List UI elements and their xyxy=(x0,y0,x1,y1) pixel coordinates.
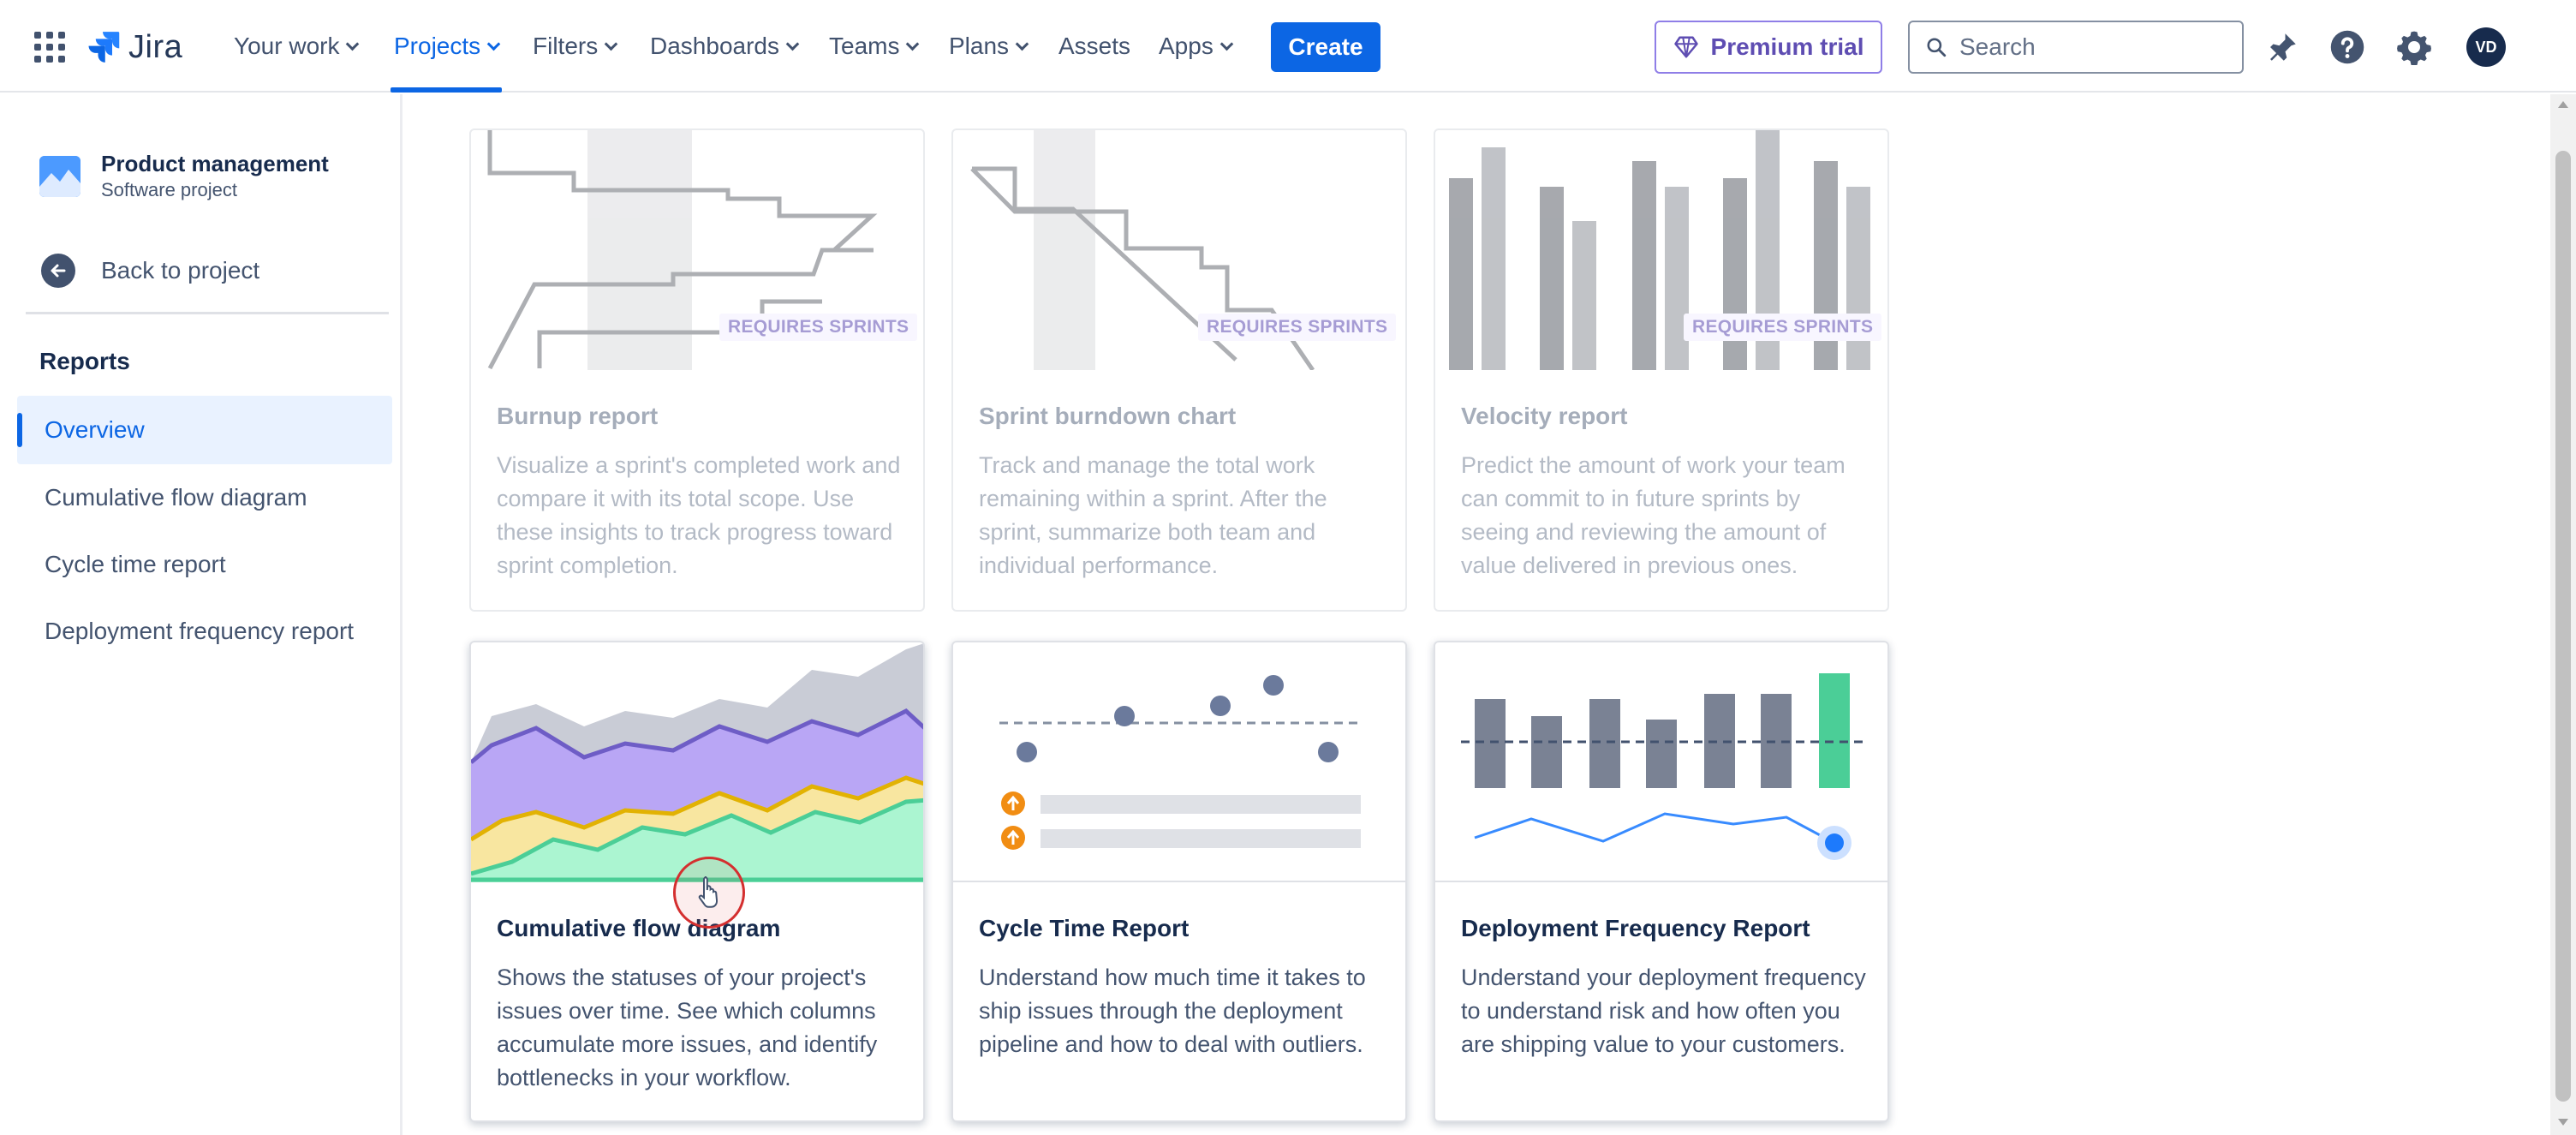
project-header[interactable]: Product management Software project xyxy=(39,151,329,201)
card-description: Visualize a sprint's completed work and … xyxy=(497,452,901,578)
burnup-illustration: REQUIRES SPRINTS xyxy=(471,130,923,370)
card-description: Understand your deployment frequency to … xyxy=(1461,965,1866,1057)
premium-trial-label: Premium trial xyxy=(1710,33,1864,60)
nav-teams-label: Teams xyxy=(829,33,900,59)
settings-gear-icon[interactable] xyxy=(2394,27,2434,67)
nav-projects-label: Projects xyxy=(394,33,481,59)
burndown-illustration: REQUIRES SPRINTS xyxy=(953,130,1405,372)
requires-sprints-badge: REQUIRES SPRINTS xyxy=(1198,314,1397,341)
nav-dashboards[interactable]: Dashboards xyxy=(650,26,800,67)
sidebar-item-cycle-time-report[interactable]: Cycle time report xyxy=(45,551,226,577)
chevron-down-icon xyxy=(1219,37,1234,51)
nav-your-work[interactable]: Your work xyxy=(234,26,360,67)
nav-assets-label: Assets xyxy=(1058,33,1131,59)
card-description: Shows the statuses of your project's iss… xyxy=(497,965,878,1090)
jira-logo-icon xyxy=(88,32,120,63)
card-title: Deployment Frequency Report xyxy=(1461,915,1810,941)
app-name: Jira xyxy=(128,28,183,65)
sidebar-divider xyxy=(26,312,389,314)
sidebar: Product management Software project Back… xyxy=(0,94,402,1135)
search-input[interactable]: Search xyxy=(1908,21,2244,74)
create-button[interactable]: Create xyxy=(1271,22,1380,72)
card-description: Track and manage the total work remainin… xyxy=(979,452,1327,578)
scroll-down-arrow-icon[interactable] xyxy=(2558,1119,2568,1126)
gem-icon xyxy=(1673,36,1698,58)
report-card-deployment-frequency[interactable]: Deployment Frequency Report Understand y… xyxy=(1434,641,1889,1122)
deployment-frequency-illustration xyxy=(1435,642,1887,882)
chevron-down-icon xyxy=(346,37,360,51)
nav-assets[interactable]: Assets xyxy=(1058,26,1130,67)
card-title: Cycle Time Report xyxy=(979,915,1190,941)
nav-dashboards-label: Dashboards xyxy=(650,33,779,59)
report-card-sprint-burndown[interactable]: REQUIRES SPRINTS Sprint burndown chart T… xyxy=(951,128,1407,612)
card-title: Velocity report xyxy=(1461,403,1628,429)
card-description: Understand how much time it takes to shi… xyxy=(979,965,1366,1057)
back-to-project-link[interactable]: Back to project xyxy=(41,254,259,288)
user-avatar[interactable]: VD xyxy=(2466,27,2506,67)
premium-trial-button[interactable]: Premium trial xyxy=(1655,21,1882,74)
requires-sprints-badge: REQUIRES SPRINTS xyxy=(1684,314,1882,341)
chevron-down-icon xyxy=(785,37,800,51)
report-card-cycle-time[interactable]: Cycle Time Report Understand how much ti… xyxy=(951,641,1407,1122)
card-title: Burnup report xyxy=(497,403,659,429)
app-switcher-icon[interactable] xyxy=(34,32,65,63)
nav-teams[interactable]: Teams xyxy=(829,26,920,67)
search-icon xyxy=(1927,38,1947,57)
notifications-icon[interactable] xyxy=(2263,27,2302,67)
card-title: Sprint burndown chart xyxy=(979,403,1237,429)
back-to-project-label: Back to project xyxy=(101,257,260,284)
nav-plans[interactable]: Plans xyxy=(949,26,1029,67)
nav-plans-label: Plans xyxy=(949,33,1010,59)
nav-apps-label: Apps xyxy=(1159,33,1213,59)
top-navigation: Jira Your work Projects Filters Dashboar… xyxy=(0,0,2576,93)
chevron-down-icon xyxy=(604,37,618,51)
report-card-velocity[interactable]: REQUIRES SPRINTS Velocity report Predict… xyxy=(1434,128,1889,612)
cumulative-flow-illustration xyxy=(471,642,923,882)
jira-logo[interactable]: Jira xyxy=(84,24,182,70)
arrow-left-icon xyxy=(41,254,75,288)
scrollbar-thumb[interactable] xyxy=(2555,151,2571,1102)
requires-sprints-badge: REQUIRES SPRINTS xyxy=(719,314,918,341)
chevron-down-icon xyxy=(486,37,501,51)
cycle-time-illustration xyxy=(953,642,1405,882)
chevron-down-icon xyxy=(1015,37,1029,51)
click-cursor-indicator xyxy=(673,857,745,929)
chevron-down-icon xyxy=(906,37,920,51)
project-name: Product management xyxy=(101,151,329,176)
velocity-illustration: REQUIRES SPRINTS xyxy=(1435,130,1887,370)
sidebar-item-deployment-frequency-report[interactable]: Deployment frequency report xyxy=(45,618,355,644)
help-icon[interactable] xyxy=(2328,27,2367,67)
card-description: Predict the amount of work your team can… xyxy=(1461,452,1846,578)
hand-pointer-icon xyxy=(698,876,719,908)
sidebar-section-title: Reports xyxy=(39,348,130,374)
nav-projects[interactable]: Projects xyxy=(394,26,501,67)
vertical-scrollbar[interactable] xyxy=(2550,94,2576,1135)
nav-filters[interactable]: Filters xyxy=(533,26,618,67)
project-avatar-icon xyxy=(39,155,80,197)
project-type: Software project xyxy=(101,179,237,200)
card-title: Cumulative flow diagram xyxy=(497,915,781,941)
nav-filters-label: Filters xyxy=(533,33,599,59)
search-placeholder: Search xyxy=(1959,33,2036,60)
sidebar-item-cumulative-flow-diagram[interactable]: Cumulative flow diagram xyxy=(45,484,307,511)
nav-your-work-label: Your work xyxy=(234,33,340,59)
sidebar-item-overview[interactable]: Overview xyxy=(17,396,392,464)
report-card-burnup[interactable]: REQUIRES SPRINTS Burnup report Visualize… xyxy=(469,128,925,612)
active-nav-indicator xyxy=(391,87,502,93)
nav-apps[interactable]: Apps xyxy=(1159,26,1234,67)
scroll-up-arrow-icon[interactable] xyxy=(2558,101,2568,108)
